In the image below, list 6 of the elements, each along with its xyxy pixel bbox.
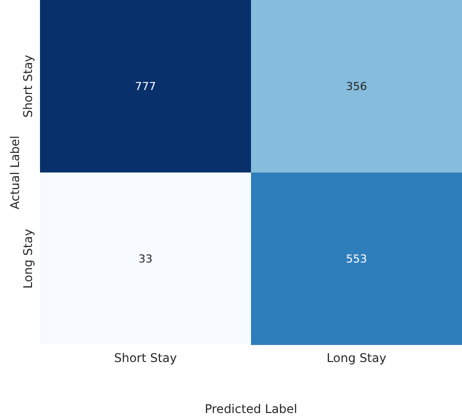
data-label: 553 — [346, 252, 367, 266]
y-axis-title: Actual Label — [8, 136, 22, 210]
data-label: 356 — [346, 80, 367, 93]
data-label: 777 — [135, 80, 156, 93]
x-axis-title: Predicted Label — [204, 402, 298, 416]
data-label: 33 — [138, 252, 152, 266]
